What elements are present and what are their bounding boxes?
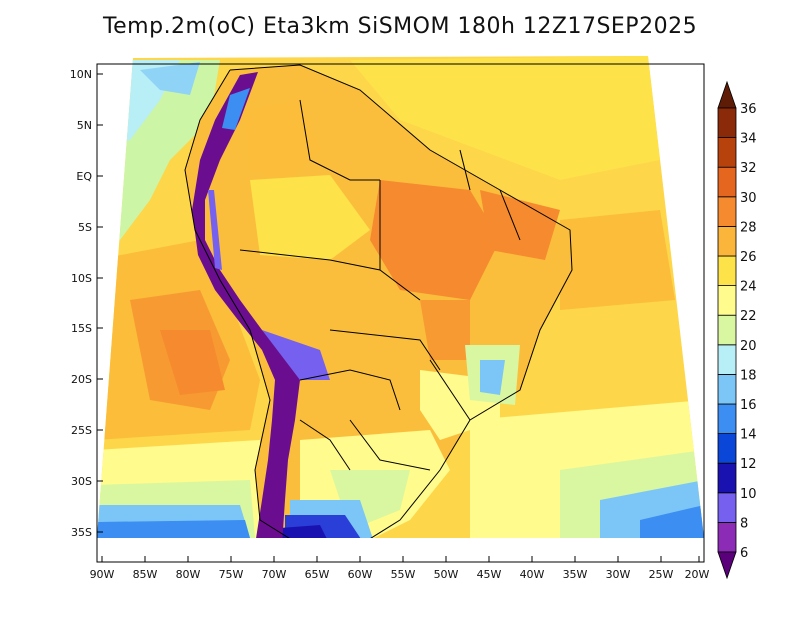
lat-label: 30S: [71, 475, 92, 488]
temperature-field: [97, 56, 704, 538]
lon-label: 85W: [133, 568, 158, 581]
lat-label: 20S: [71, 373, 92, 386]
lon-label: 25W: [649, 568, 674, 581]
lon-label: 30W: [606, 568, 631, 581]
lat-labels: 10N 5N EQ 5S 10S 15S 20S 25S 30S 35S: [70, 68, 93, 539]
lat-label: 10S: [71, 272, 92, 285]
lon-label: 65W: [305, 568, 330, 581]
colorbar-segment: [717, 166, 737, 198]
lon-label: 55W: [391, 568, 416, 581]
lon-label: 75W: [219, 568, 244, 581]
lat-label: 5S: [78, 221, 92, 234]
lat-label: EQ: [76, 170, 92, 183]
colorbar-segment: [717, 285, 737, 316]
lon-label: 60W: [348, 568, 373, 581]
colorbar-label: 36: [740, 102, 757, 117]
colorbar-segment: [717, 255, 737, 287]
colorbar-label: 12: [740, 457, 757, 472]
colorbar-label: 32: [740, 161, 757, 176]
lon-labels: 90W 85W 80W 75W 70W 65W 60W 55W 50W 45W …: [90, 568, 710, 581]
colorbar-segment: [717, 107, 737, 139]
lon-label: 35W: [563, 568, 588, 581]
country-borders: [184, 64, 573, 538]
colorbar-segment: [717, 433, 737, 464]
lon-label: 80W: [176, 568, 201, 581]
colorbar: 6 8 10 12 14 16 18 20 22 24 26 28 30 32 34 36: [717, 80, 757, 580]
colorbar-label: 24: [740, 280, 757, 295]
colorbar-segment: [717, 492, 737, 523]
colorbar-segment: [717, 373, 737, 405]
colorbar-label: 22: [740, 309, 757, 324]
colorbar-label: 16: [740, 398, 757, 413]
colorbar-max-arrow: [717, 80, 737, 109]
colorbar-min-arrow: [717, 551, 737, 580]
colorbar-segment: [717, 314, 737, 346]
lon-label: 45W: [477, 568, 502, 581]
colorbar-segment: [717, 137, 737, 168]
colorbar-segment: [717, 344, 737, 375]
colorbar-segment: [717, 522, 737, 553]
colorbar-segment: [717, 462, 737, 494]
lat-label: 15S: [71, 322, 92, 335]
colorbar-label: 26: [740, 250, 757, 265]
colorbar-label: 10: [740, 487, 757, 502]
colorbar-label: 6: [740, 546, 748, 561]
map-frame: [96, 63, 705, 563]
lat-label: 35S: [71, 526, 92, 539]
lat-label: 25S: [71, 424, 92, 437]
colorbar-label: 34: [740, 132, 757, 147]
colorbar-segment: [717, 196, 737, 227]
colorbar-segment: [717, 403, 737, 435]
lat-label: 10N: [70, 68, 92, 81]
lat-ticks: [97, 73, 103, 533]
lon-label: 70W: [262, 568, 287, 581]
lon-ticks: [101, 556, 700, 562]
lon-label: 50W: [434, 568, 459, 581]
lon-label: 20W: [685, 568, 710, 581]
lon-label: 90W: [90, 568, 115, 581]
colorbar-label: 18: [740, 368, 757, 383]
colorbar-segment: [717, 225, 737, 257]
colorbar-label: 14: [740, 428, 757, 443]
lat-label: 5N: [77, 119, 92, 132]
colorbar-label: 8: [740, 516, 748, 531]
colorbar-label: 28: [740, 220, 757, 235]
colorbar-label: 20: [740, 339, 757, 354]
map-title: Temp.2m(oC) Eta3km SiSMOM 180h 12Z17SEP2…: [102, 14, 698, 39]
lon-label: 40W: [520, 568, 545, 581]
colorbar-label: 30: [740, 191, 757, 206]
